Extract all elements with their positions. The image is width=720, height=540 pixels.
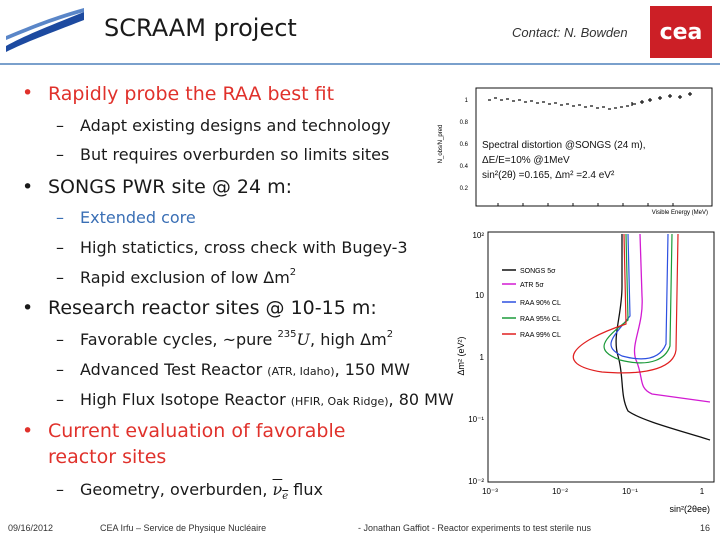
atr-location: (ATR, Idaho) (267, 365, 335, 378)
nu-subscript: e (282, 491, 289, 503)
superscript: 2 (386, 329, 394, 340)
y-tick-0.6: 0.6 (460, 142, 469, 148)
sub-adapt-designs: Adapt existing designs and technology (80, 116, 391, 135)
favorable-text: Favorable cycles, ~pure (80, 330, 278, 349)
bullet-dot: • (22, 176, 34, 198)
superscript: 2 (289, 267, 297, 278)
sub-geometry: Geometry, overburden, νe flux (80, 480, 323, 502)
bullet-songs: SONGS PWR site @ 24 m: (48, 176, 293, 198)
x-ticks (497, 203, 674, 206)
bullet-current-evaluation-line2: reactor sites (48, 446, 167, 468)
footer-org: CEA Irfu – Service de Physique Nucléaire (100, 523, 267, 533)
x-tick-0.1: 10⁻¹ (622, 487, 638, 496)
legend-label-atr: ATR 5σ (520, 282, 544, 289)
exclusion-contour-plot: Δm² (eV²) 10² 10 1 10⁻¹ 10⁻² 10⁻³ 10⁻² 1… (452, 226, 720, 518)
bullet-dot: • (22, 82, 34, 104)
uranium-symbol: U (296, 330, 311, 349)
songs-5sigma-curve (615, 234, 711, 441)
geometry-text: Geometry, overburden, (80, 480, 273, 499)
legend-label-songs: SONGS 5σ (520, 268, 556, 275)
x-tick-0.01: 10⁻² (552, 487, 568, 496)
hfir-location: (HFIR, Oak Ridge) (290, 395, 389, 408)
neutrino-symbol: νe (272, 480, 289, 503)
dash: – (56, 238, 64, 257)
caption-line-2: ΔE/E=10% @1MeV (482, 155, 570, 166)
plot-frame (487, 231, 715, 483)
cea-logo-text: cea (659, 20, 703, 45)
rapid-exclusion-text: Rapid exclusion of low Δm (80, 268, 290, 287)
data-points-left (488, 97, 629, 110)
data-points-right (631, 92, 692, 106)
caption-line-1: Spectral distortion @SONGS (24 m), (482, 140, 646, 151)
bullet-dot: • (22, 297, 34, 319)
y-tick-1: 1 (465, 98, 469, 104)
cea-logo: cea (650, 6, 712, 58)
sub-hfir: High Flux Isotope Reactor (HFIR, Oak Rid… (80, 390, 454, 409)
spectral-distortion-plot: N_obs/N_pred 1 0.8 0.6 0.4 0.2 Visible E… (428, 84, 718, 218)
bullet-research-reactors: Research reactor sites @ 10-15 m: (48, 297, 377, 319)
legend-label-raa90: RAA 90% CL (520, 300, 561, 307)
irfu-logo (4, 6, 86, 54)
dash: – (56, 360, 64, 379)
y-tick-1: 1 (480, 353, 485, 362)
y-axis-label: Δm² (eV²) (456, 336, 466, 375)
superscript: 235 (277, 329, 297, 340)
y-tick-0.2: 0.2 (460, 186, 469, 192)
sub-favorable-cycles: Favorable cycles, ~pure 235U, high Δm2 (80, 329, 394, 349)
nu-letter: ν (272, 480, 283, 499)
hfir-main: High Flux Isotope Reactor (80, 390, 291, 409)
sub-extended-core: Extended core (80, 208, 196, 227)
dash: – (56, 268, 64, 287)
atr-5sigma-curve (633, 233, 711, 403)
y-tick-0.1: 10⁻¹ (468, 415, 484, 424)
sub-high-statistics: High statictics, cross check with Bugey-… (80, 238, 408, 257)
atr-main: Advanced Test Reactor (80, 360, 268, 379)
footer-talk: - Jonathan Gaffiot - Reactor experiments… (358, 523, 591, 533)
x-axis-label: sin²(2θee) (669, 504, 710, 514)
bullet-rapidly-probe: Rapidly probe the RAA best fit (48, 83, 335, 105)
bullet-current-evaluation-line1: Current evaluation of favorable (48, 420, 346, 442)
x-tick-0.001: 10⁻³ (482, 487, 498, 496)
raa-90cl-curve (610, 233, 669, 360)
plot-caption: Spectral distortion @SONGS (24 m), ΔE/E=… (482, 138, 646, 183)
legend-label-raa95: RAA 95% CL (520, 316, 561, 323)
dash: – (56, 330, 64, 349)
atr-power: , 150 MW (334, 360, 410, 379)
y-axis-label: N_obs/N_pred (438, 125, 444, 164)
dash: – (56, 480, 64, 499)
raa-95cl-curve (603, 233, 673, 364)
page-number: 16 (700, 523, 711, 533)
raa-99cl-curve (572, 233, 679, 374)
dash: – (56, 208, 64, 227)
y-tick-100: 10² (472, 231, 484, 240)
legend: SONGS 5σ ATR 5σ RAA 90% CL RAA 95% CL RA… (502, 268, 561, 339)
high-dm-text: , high Δm (310, 330, 387, 349)
contact-label: Contact: N. Bowden (512, 25, 628, 40)
bullet-dot: • (22, 420, 34, 442)
dash: – (56, 116, 64, 135)
x-axis-label: Visible Energy (MeV) (652, 210, 708, 216)
y-tick-0.8: 0.8 (460, 120, 469, 126)
dash: – (56, 145, 64, 164)
footer-date: 09/16/2012 (8, 523, 54, 533)
sub-overburden: But requires overburden so limits sites (80, 145, 390, 164)
header-rule (0, 63, 720, 65)
hfir-power: , 80 MW (388, 390, 454, 409)
flux-text: flux (288, 480, 323, 499)
caption-line-3: sin²(2θ) =0.165, Δm² =2.4 eV² (482, 170, 615, 181)
legend-label-raa99: RAA 99% CL (520, 332, 561, 339)
dash: – (56, 390, 64, 409)
page-title: SCRAAM project (104, 14, 297, 42)
y-tick-0.01: 10⁻² (468, 477, 484, 486)
y-tick-0.4: 0.4 (460, 164, 469, 170)
x-tick-1: 1 (700, 487, 705, 496)
y-tick-10: 10 (475, 291, 484, 300)
plot-frame (475, 87, 713, 207)
sub-rapid-exclusion: Rapid exclusion of low Δm2 (80, 267, 297, 287)
sub-atr: Advanced Test Reactor (ATR, Idaho), 150 … (80, 360, 410, 379)
